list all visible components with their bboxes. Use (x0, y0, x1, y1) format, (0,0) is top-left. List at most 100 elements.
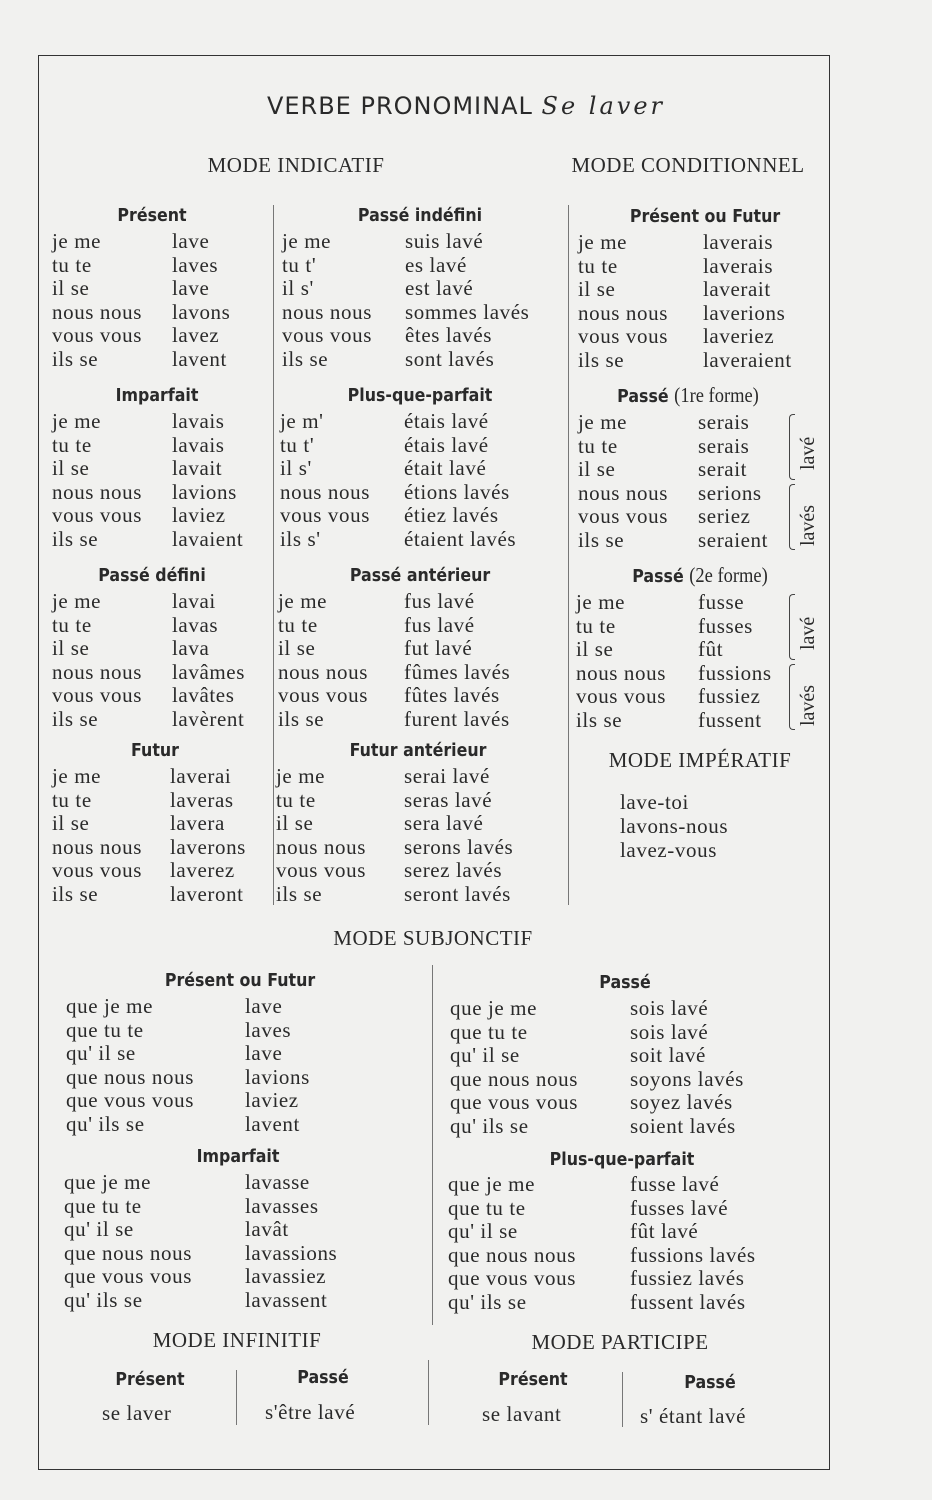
imperatif-item: lave-toi (620, 790, 689, 814)
column-divider (432, 965, 433, 1325)
column-divider (568, 205, 569, 905)
verb-form: fussions lavés (630, 1242, 756, 1267)
verb-form: fusse lavé (630, 1172, 720, 1196)
verb-form: étais lavé (404, 409, 489, 433)
verb-form: serez lavés (404, 858, 503, 883)
pronoun: tu t' (282, 252, 317, 277)
participle-plural: lavés (797, 504, 819, 546)
verb-form: es lavé (405, 252, 467, 277)
tense-heading: Plus-que-parfait (348, 382, 493, 407)
verb-form: serai lavé (404, 764, 490, 788)
pronoun: il s' (282, 276, 314, 301)
tense-heading: Plus-que-parfait (550, 1146, 695, 1171)
verb-form: sera lavé (404, 811, 484, 836)
title-text: VERBE PRONOMINAL (266, 92, 533, 120)
pronoun: que tu te (450, 1019, 528, 1044)
pronoun: je me (52, 409, 102, 433)
verb-form: étiez lavés (404, 503, 499, 528)
participle-singular: lavé (797, 436, 819, 470)
verb-form: lavais (172, 409, 225, 433)
pronoun: que nous nous (450, 1066, 578, 1091)
pronoun: nous nous (280, 479, 370, 504)
verb-form: lavera (170, 811, 225, 836)
verb-form: fussent lavés (630, 1290, 746, 1314)
pronoun: nous nous (278, 659, 368, 684)
tense-label: Présent ou Futur (164, 970, 316, 991)
verb-form: laverai (170, 764, 232, 788)
tense-heading: Futur antérieur (350, 737, 487, 762)
tense-heading: Présent ou Futur (630, 203, 780, 228)
pronoun: vous vous (280, 503, 370, 528)
pronoun: qu' il se (448, 1219, 518, 1244)
tense-label: Présent ou Futur (629, 206, 781, 227)
infinitif-present-label: Présent (115, 1369, 185, 1390)
verb-form: fût lavé (630, 1219, 699, 1244)
verb-form: furent lavés (404, 707, 510, 731)
pronoun: qu' il se (450, 1043, 520, 1068)
verb-form: sommes lavés (405, 299, 530, 324)
tense-label: Passé (599, 972, 651, 993)
pronoun: vous vous (52, 503, 142, 528)
tense-label: Futur (131, 740, 179, 761)
pronoun: il se (52, 811, 90, 836)
pronoun: que tu te (66, 1017, 144, 1042)
pronoun: tu te (576, 613, 616, 638)
pronoun: nous nous (578, 300, 668, 325)
pronoun: il se (52, 456, 90, 481)
pronoun: il se (578, 457, 616, 482)
tense-label: Passé antérieur (349, 565, 491, 586)
verb-form: lavent (172, 347, 227, 371)
pronoun: qu' ils se (448, 1290, 527, 1314)
pronoun: vous vous (578, 324, 668, 349)
page-title: VERBE PRONOMINAL Se laver (0, 92, 932, 120)
pronoun: je me (52, 764, 102, 788)
verb-form: fusse (698, 590, 745, 614)
verb-form: serons lavés (404, 834, 514, 859)
pronoun: que nous nous (448, 1242, 576, 1267)
pronoun: nous nous (52, 659, 142, 684)
imperatif-item: lavez-vous (620, 838, 717, 862)
verb-form: laveras (170, 787, 234, 812)
verb-form: êtes lavés (405, 323, 493, 348)
pronoun: tu te (278, 612, 318, 637)
verb-form: soit lavé (630, 1043, 706, 1068)
tense-heading: Présent (117, 202, 186, 227)
participe-present-label: Présent (498, 1369, 568, 1390)
verb-form: soient lavés (630, 1114, 736, 1138)
verb-form: lave (172, 276, 210, 301)
participle-singular: lavé (797, 616, 819, 650)
verb-form: seraient (698, 528, 769, 552)
verb-form: laverons (170, 834, 246, 859)
verb-form: sont lavés (405, 347, 495, 371)
verb-form: laverait (703, 277, 771, 302)
tense-suffix: (1re forme) (674, 383, 759, 407)
pronoun: tu te (276, 787, 316, 812)
tense-label: Passé (632, 566, 684, 587)
tense-label: Imparfait (196, 1146, 280, 1167)
column-divider (428, 1360, 429, 1425)
pronoun: vous vous (278, 683, 368, 708)
verb-form: lavasses (245, 1193, 319, 1218)
pronoun: ils se (276, 882, 323, 906)
verb-form: lavions (172, 479, 237, 504)
mode-imperatif-heading: MODE IMPÉRATIF (608, 748, 792, 772)
mode-conditionnel-heading: MODE CONDITIONNEL (571, 153, 805, 177)
verb-form: lavassiez (245, 1264, 327, 1289)
tense-label: Passé (617, 386, 669, 407)
pronoun: que vous vous (66, 1088, 194, 1113)
pronoun: nous nous (282, 299, 372, 324)
pronoun: tu te (52, 612, 92, 637)
tense-heading: Présent ou Futur (165, 967, 315, 992)
verb-form: suis lavé (405, 229, 484, 253)
pronoun: je me (278, 589, 328, 613)
verb-form: était lavé (404, 456, 487, 481)
pronoun: il se (276, 811, 314, 836)
participe-present: se lavant (482, 1402, 562, 1426)
pronoun: que nous nous (64, 1240, 192, 1265)
pronoun: je me (578, 410, 628, 434)
verb-form: fut lavé (404, 636, 473, 661)
pronoun: ils se (578, 528, 625, 552)
verb-form: laverais (703, 230, 774, 254)
mode-indicatif-heading: MODE INDICATIF (207, 153, 385, 177)
pronoun: nous nous (576, 660, 666, 685)
